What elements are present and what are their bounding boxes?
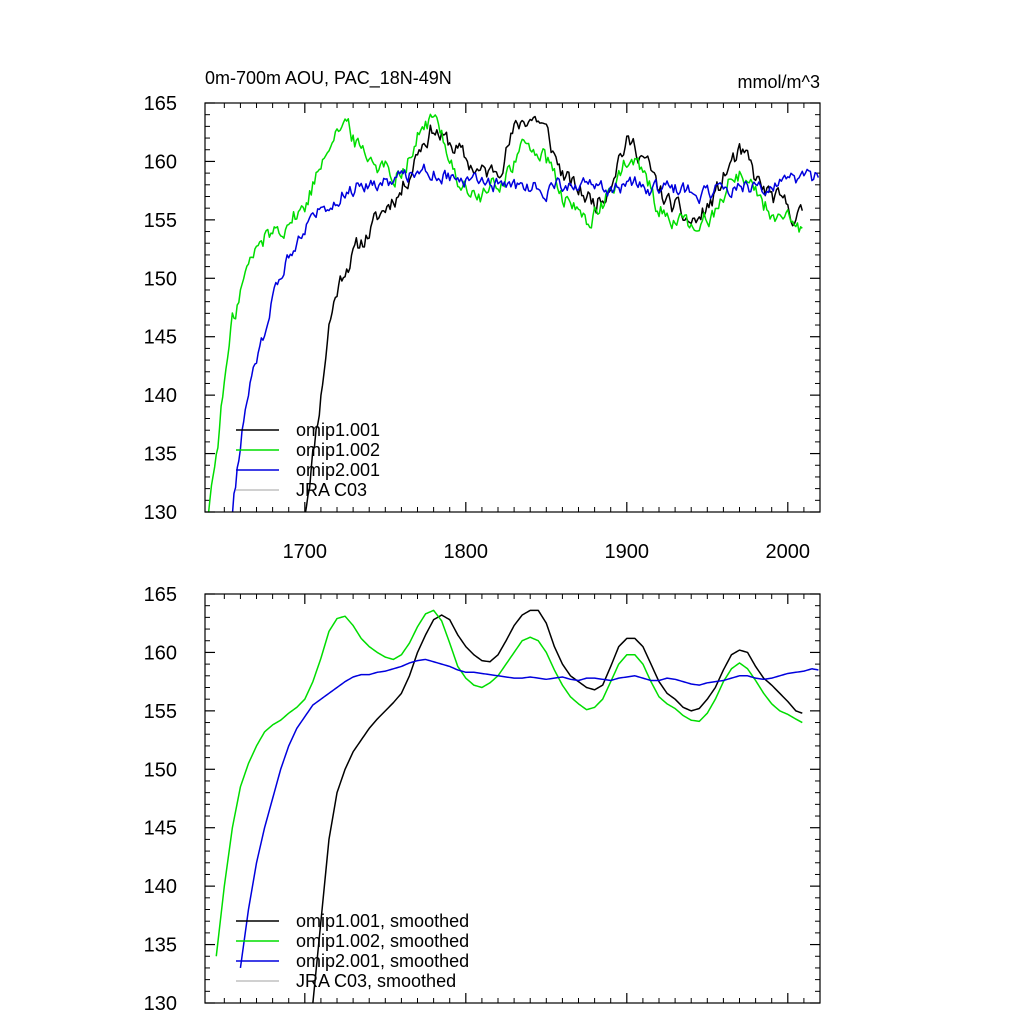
- legend-label: omip2.001, smoothed: [296, 951, 469, 971]
- x-tick-label: 2000: [766, 541, 811, 563]
- x-tick-label: 1800: [444, 541, 489, 563]
- series-line-omip2-001-smoothed: [239, 658, 819, 969]
- y-tick-label: 160: [144, 642, 177, 664]
- legend-label: omip1.001, smoothed: [296, 911, 469, 931]
- y-tick-label: 130: [144, 993, 177, 1015]
- y-tick-label: 140: [144, 385, 177, 407]
- series-group: [207, 113, 820, 512]
- series-group: [215, 609, 819, 1003]
- y-tick-label: 135: [144, 935, 177, 957]
- top-panel: 0m-700m AOU, PAC_18N-49N mmol/m^3 1700 18…: [144, 68, 821, 563]
- bottom-panel: 130 135 140 145 150 155 160 165 omip1.001, smoot…: [144, 584, 821, 1015]
- plot-frame: [204, 593, 821, 1004]
- y-tick-label: 155: [144, 701, 177, 723]
- legend-label: omip1.002: [296, 440, 380, 460]
- y-tick-label: 155: [144, 210, 177, 232]
- legend-label: JRA C03, smoothed: [296, 971, 456, 991]
- series-line-omip1-002-smoothed: [215, 609, 803, 957]
- x-tick-label: 1700: [283, 541, 328, 563]
- series-line-omip1-001: [304, 115, 804, 512]
- legend-label: omip1.002, smoothed: [296, 931, 469, 951]
- series-line-omip1-001-smoothed: [312, 609, 803, 1003]
- plot-frame: [204, 102, 821, 513]
- y-tick-label: 150: [144, 268, 177, 290]
- y-tick-label: 130: [144, 502, 177, 524]
- y-tick-label: 150: [144, 759, 177, 781]
- y-tick-label: 145: [144, 818, 177, 840]
- legend-label: JRA C03: [296, 480, 367, 500]
- y-tick-label: 165: [144, 584, 177, 606]
- y-tick-label: 165: [144, 93, 177, 115]
- top-panel-title: 0m-700m AOU, PAC_18N-49N: [205, 68, 452, 89]
- series-line-omip1-002: [207, 113, 803, 512]
- y-tick-label: 135: [144, 444, 177, 466]
- y-tick-label: 145: [144, 327, 177, 349]
- x-tick-label: 1900: [605, 541, 650, 563]
- series-line-omip2-001: [231, 163, 820, 512]
- legend-label: omip1.001: [296, 420, 380, 440]
- y-tick-label: 140: [144, 876, 177, 898]
- y-tick-label: 160: [144, 151, 177, 173]
- top-panel-units: mmol/m^3: [738, 72, 820, 92]
- legend-label: omip2.001: [296, 460, 380, 480]
